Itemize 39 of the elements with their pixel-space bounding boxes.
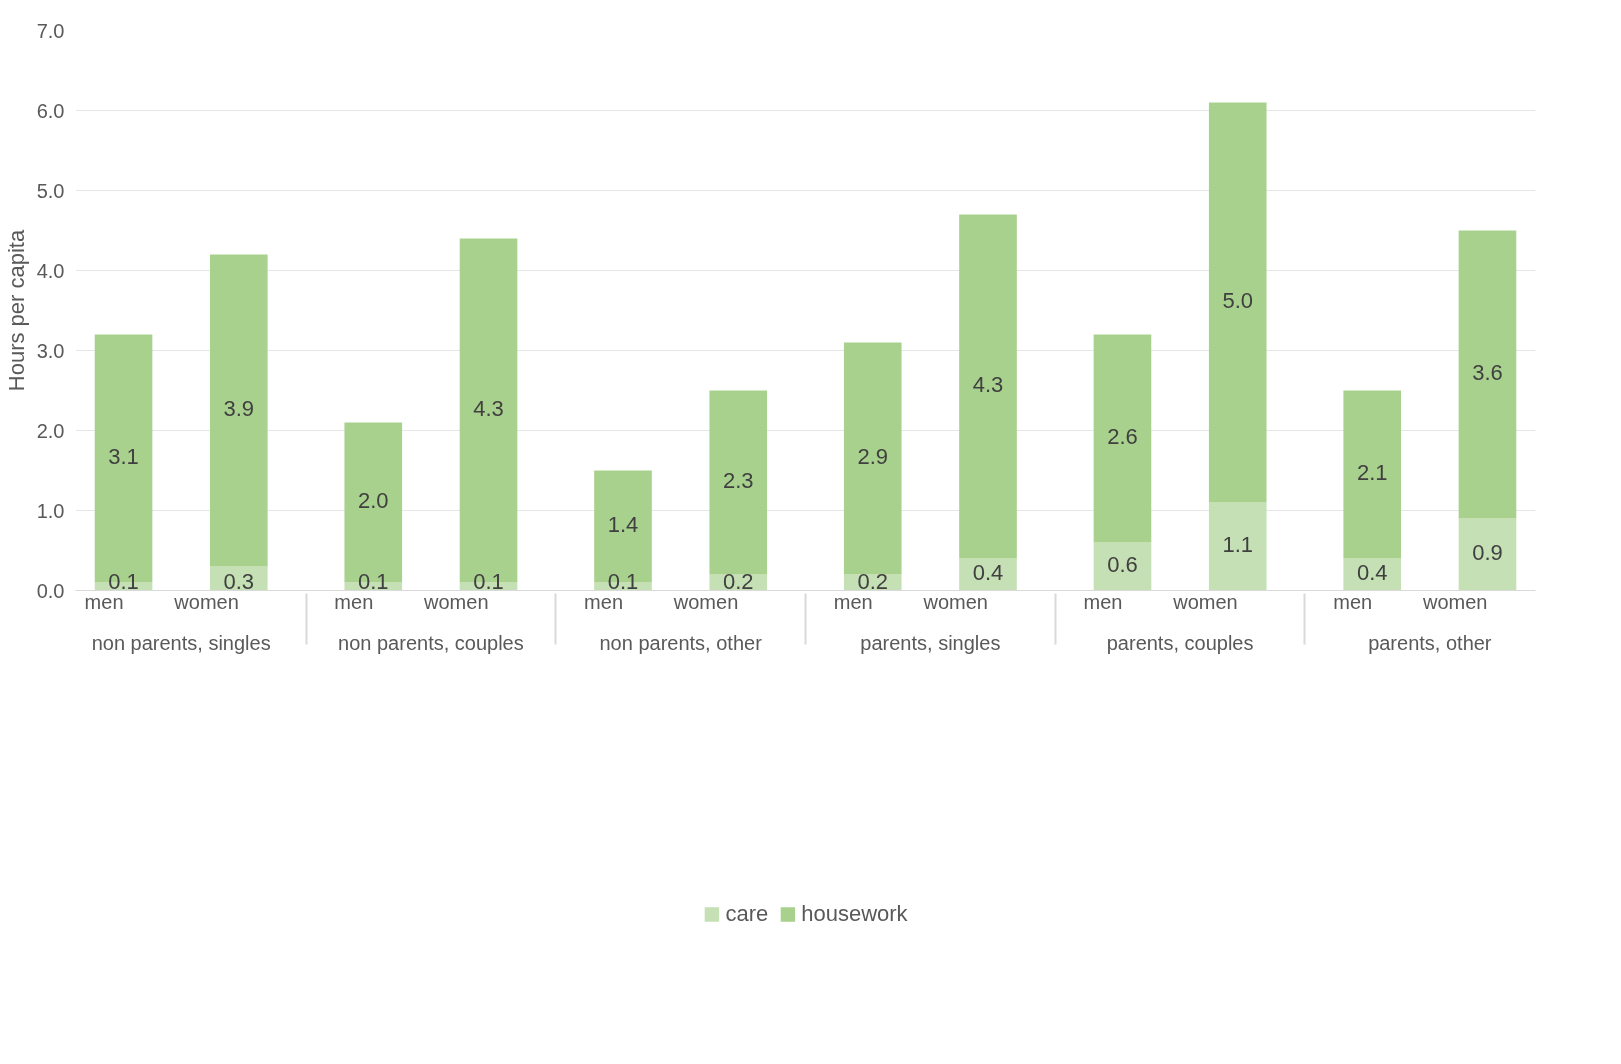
y-axis-title: Hours per capita <box>3 229 29 392</box>
data-label: 4.3 <box>473 396 504 421</box>
data-label: 0.4 <box>972 560 1004 585</box>
y-tick-label: 7.0 <box>36 19 65 42</box>
y-tick-label: 5.0 <box>36 179 65 202</box>
data-label: 0.6 <box>1107 552 1138 577</box>
category-label: men <box>1083 590 1123 613</box>
category-label: parents, couples <box>1106 631 1254 654</box>
legend-label: housework <box>801 901 908 927</box>
data-label: 4.3 <box>972 372 1004 397</box>
category-label: non parents, singles <box>91 631 271 654</box>
category-label: parents, other <box>1368 631 1492 654</box>
y-tick-label: 4.0 <box>36 259 65 282</box>
data-label: 3.9 <box>223 396 255 421</box>
y-tick-label: 6.0 <box>36 99 65 122</box>
data-label: 2.0 <box>357 488 389 513</box>
category-label: parents, singles <box>860 631 1001 654</box>
data-label: 2.6 <box>1107 424 1138 449</box>
data-label: 5.0 <box>1222 288 1254 313</box>
y-tick-label: 0.0 <box>36 579 65 602</box>
y-tick-label: 2.0 <box>36 419 65 442</box>
data-label: 2.9 <box>857 444 889 469</box>
category-label: non parents, other <box>599 631 762 654</box>
data-label: 1.4 <box>607 512 639 537</box>
category-label: men <box>1333 590 1373 613</box>
data-label: 0.9 <box>1472 540 1503 565</box>
category-label: women <box>1423 590 1488 613</box>
legend-label: care <box>725 901 769 927</box>
data-label: 3.6 <box>1472 360 1503 385</box>
y-tick-label: 1.0 <box>36 499 65 522</box>
data-label: 1.1 <box>1222 532 1254 557</box>
data-label: 2.1 <box>1356 460 1388 485</box>
data-label: 3.1 <box>108 444 139 469</box>
y-tick-label: 3.0 <box>36 339 65 362</box>
data-label: 2.3 <box>722 468 754 493</box>
data-label: 0.4 <box>1356 560 1388 585</box>
category-label: women <box>923 590 989 613</box>
category-label: non parents, couples <box>338 631 524 654</box>
category-label: women <box>1173 590 1238 613</box>
